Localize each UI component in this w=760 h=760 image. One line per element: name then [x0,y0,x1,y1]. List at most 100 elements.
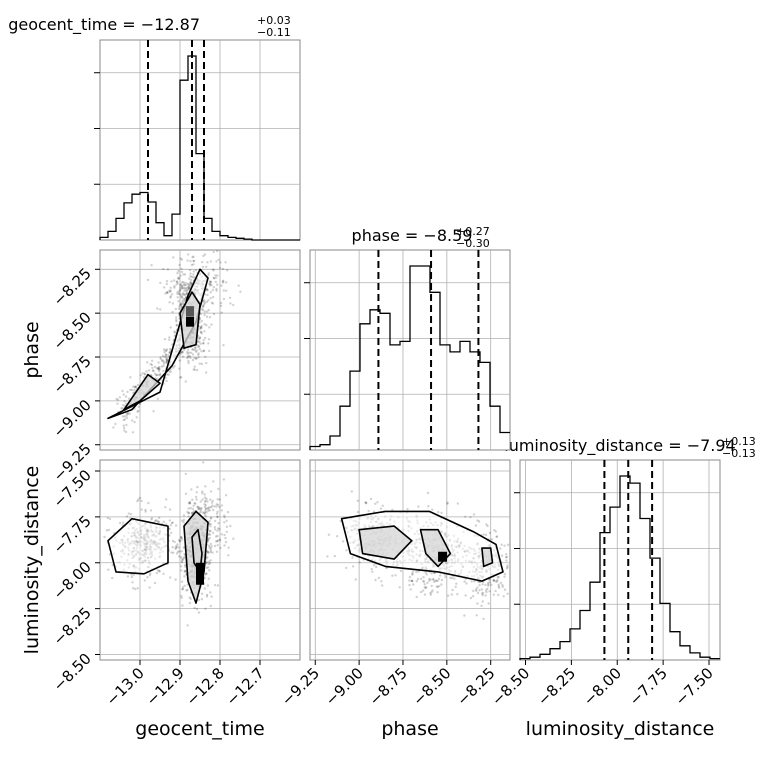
scatter-point [224,536,227,540]
scatter-point [198,318,202,321]
scatter-point [225,530,228,534]
scatter-point [437,577,441,580]
scatter-point [193,365,196,368]
scatter-point [200,592,204,595]
scatter-point [136,587,139,590]
scatter-group [310,460,510,660]
scatter-point [183,348,186,352]
scatter-point [370,567,373,571]
scatter-point [157,361,160,364]
scatter-point [188,283,192,287]
scatter-point [485,590,488,594]
x-tick-label: −8.00 [580,664,625,709]
scatter-point [202,342,205,345]
scatter-point [183,273,187,276]
scatter-point [425,586,428,589]
scatter-point [164,506,167,509]
scatter-point [422,579,425,583]
scatter-point [156,397,160,400]
scatter-point [192,348,195,351]
scatter-point [168,519,171,522]
scatter-point [205,288,209,292]
scatter-point [187,515,190,518]
scatter-point [168,351,171,354]
scatter-point [506,543,510,546]
scatter-point [196,340,200,343]
scatter-point [203,493,206,496]
scatter-point [220,509,223,512]
scatter-point [166,291,169,295]
scatter-point [199,508,202,511]
scatter-point [174,241,176,243]
scatter-point [200,326,203,330]
scatter-point [179,283,182,287]
scatter-point [351,565,355,568]
scatter-point [437,510,440,514]
scatter-point [189,260,192,263]
scatter-point [203,301,207,304]
scatter-point [106,516,110,520]
scatter-point [165,280,169,283]
scatter-point [203,573,207,576]
scatter-point [502,595,505,598]
scatter-point [206,584,210,587]
scatter-point [365,502,368,505]
scatter-point [165,348,169,351]
scatter-point [146,361,149,364]
scatter-point [132,391,135,394]
scatter-point [476,602,479,605]
scatter-point [209,525,212,528]
scatter-point [116,398,120,401]
scatter-point [200,332,203,335]
scatter-point [503,572,507,576]
scatter-point [207,538,210,541]
scatter-point [118,521,122,525]
panel-hist-luminosity_distance [514,459,721,661]
scatter-point [177,300,180,303]
scatter-point [408,583,411,587]
scatter-point [500,543,503,546]
scatter-point [204,507,208,510]
scatter-point [186,356,189,360]
scatter-point [176,292,179,295]
scatter-point [192,368,195,371]
scatter-point [207,551,210,554]
scatter-point [367,509,370,513]
scatter-point [121,389,124,393]
scatter-point [184,492,188,495]
scatter-point [409,588,412,591]
scatter-point [221,280,224,283]
x-tick-label: −9.25 [278,664,323,709]
scatter-point [224,540,228,544]
scatter-point [182,521,185,524]
scatter-point [411,579,414,583]
scatter-point [208,560,211,563]
panel-hist-geocent_time [94,39,301,241]
scatter-point [200,319,203,323]
scatter-point [186,352,189,355]
scatter-point [208,282,211,286]
scatter-point [455,582,458,585]
scatter-point [335,535,339,538]
scatter-point [204,504,207,507]
scatter-point [197,356,200,359]
scatter-point [480,588,484,591]
scatter-point [205,595,209,598]
scatter-point [198,336,202,339]
scatter-point [187,283,190,286]
scatter-point [423,593,427,596]
scatter-point [170,531,173,534]
scatter-point [126,412,129,416]
scatter-point [144,510,147,513]
scatter-point [174,546,177,549]
scatter-point [162,520,166,523]
scatter-point [197,345,201,348]
scatter-point [220,284,223,287]
scatter-point [449,576,452,579]
scatter-point [496,576,499,579]
scatter-point [194,357,198,360]
scatter-point [195,498,198,501]
scatter-point [131,581,134,584]
scatter-point [175,280,179,283]
scatter-point [170,293,174,296]
